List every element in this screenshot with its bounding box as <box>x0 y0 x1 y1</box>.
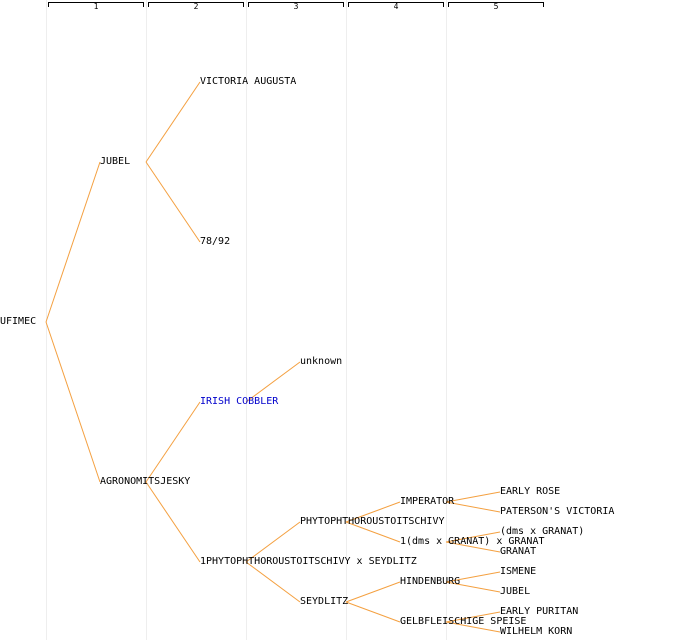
edge-seydlitz-to-hindenburg <box>345 581 401 603</box>
edge-seydlitz-to-gelbfleischige-speise <box>345 601 401 623</box>
column-guide-3 <box>246 0 247 640</box>
node-phyto-x-seydlitz: 1PHYTOPHTHOROUSTOITSCHIVY x SEYDLITZ <box>200 556 417 567</box>
edge-jubel-to-victoria-augusta <box>145 81 201 163</box>
generation-bracket-4 <box>348 2 444 7</box>
node-dms-granat-x-granat: 1(dms x GRANAT) x GRANAT <box>400 536 545 547</box>
edge-ufimec-to-agronomitsjesky <box>45 321 101 483</box>
node-agronomitsjesky: AGRONOMITSJESKY <box>100 476 191 487</box>
edge-hindenburg-to-ismene <box>445 571 501 583</box>
edge-agronomitsjesky-to-phyto-x-seydlitz <box>145 481 201 563</box>
column-guide-2 <box>146 0 147 640</box>
edge-hindenburg-to-jubel-2 <box>445 581 501 593</box>
generation-number-4: 4 <box>393 2 399 11</box>
node-phyto: PHYTOPHTHOROUSTOITSCHIVY <box>300 516 445 527</box>
edge-ufimec-to-jubel <box>45 161 101 323</box>
edge-imperator-to-patersons-victoria <box>445 501 501 513</box>
node-seydlitz: SEYDLITZ <box>300 596 349 607</box>
node-ufimec: UFIMEC <box>0 316 37 327</box>
node-early-rose: EARLY ROSE <box>500 486 561 497</box>
generation-bracket-3 <box>248 2 344 7</box>
generation-bracket-2 <box>148 2 244 7</box>
node-hindenburg: HINDENBURG <box>400 576 461 587</box>
node-unknown: unknown <box>300 356 343 367</box>
node-gelbfleischige-speise: GELBFLEISCHIGE SPEISE <box>400 616 527 627</box>
edge-irish-cobbler-to-unknown <box>245 361 301 403</box>
generation-bracket-1 <box>48 2 144 7</box>
edge-imperator-to-early-rose <box>445 491 501 503</box>
edge-agronomitsjesky-to-irish-cobbler <box>145 401 201 483</box>
edge-phyto-x-seydlitz-to-seydlitz <box>245 561 301 603</box>
node-victoria-augusta: VICTORIA AUGUSTA <box>200 76 297 87</box>
edge-gelbfleischige-speise-to-wilhelm-korn <box>445 621 501 633</box>
node-dms-x-granat: (dms x GRANAT) <box>500 526 585 537</box>
node-wilhelm-korn: WILHELM KORN <box>500 626 573 637</box>
edge-phyto-to-dms-granat-x-granat <box>345 521 401 543</box>
edge-dms-granat-x-granat-to-granat <box>445 541 501 553</box>
generation-number-2: 2 <box>193 2 199 11</box>
generation-number-3: 3 <box>293 2 299 11</box>
node-jubel-2: JUBEL <box>500 586 531 597</box>
edge-dms-granat-x-granat-to-dms-x-granat <box>445 531 501 543</box>
node-jubel: JUBEL <box>100 156 131 167</box>
generation-bracket-5 <box>448 2 544 7</box>
node-early-puritan: EARLY PURITAN <box>500 606 579 617</box>
column-guide-4 <box>346 0 347 640</box>
edge-phyto-x-seydlitz-to-phyto <box>245 521 301 563</box>
edge-gelbfleischige-speise-to-early-puritan <box>445 611 501 623</box>
node-granat: GRANAT <box>500 546 537 557</box>
node-patersons-victoria: PATERSON'S VICTORIA <box>500 506 615 517</box>
node-n78-92: 78/92 <box>200 236 231 247</box>
generation-number-5: 5 <box>493 2 499 11</box>
node-ismene: ISMENE <box>500 566 537 577</box>
edge-phyto-to-imperator <box>345 501 401 523</box>
edge-jubel-to-n78-92 <box>145 161 201 243</box>
node-irish-cobbler[interactable]: IRISH COBBLER <box>200 396 279 407</box>
generation-number-1: 1 <box>93 2 99 11</box>
node-imperator: IMPERATOR <box>400 496 455 507</box>
column-guide-5 <box>446 0 447 640</box>
